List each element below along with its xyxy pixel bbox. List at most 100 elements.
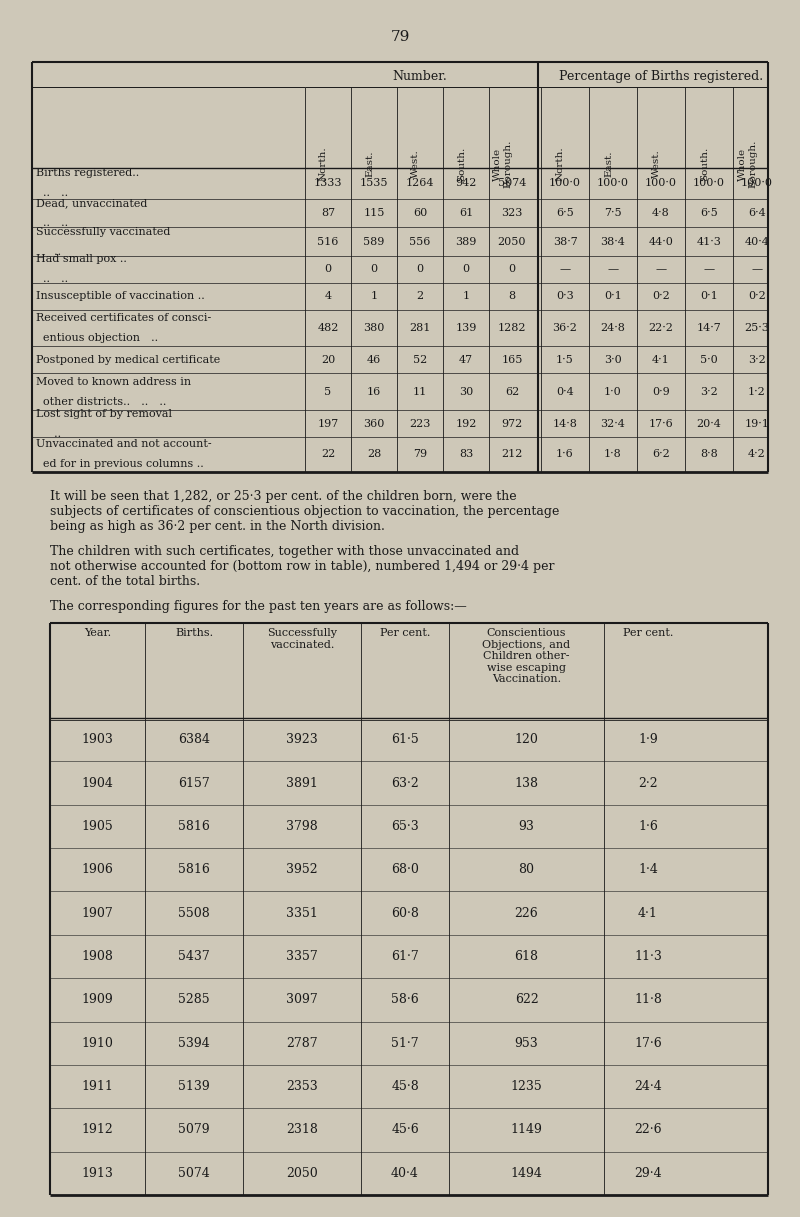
Text: 62: 62 [505,387,519,397]
Text: Unvaccinated and not account-: Unvaccinated and not account- [36,439,212,449]
Text: 3357: 3357 [286,950,318,963]
Text: 1264: 1264 [406,179,434,189]
Text: ..: .. [36,428,61,438]
Text: 226: 226 [514,907,538,920]
Text: not otherwise accounted for (bottom row in table), numbered 1,494 or 29·4 per: not otherwise accounted for (bottom row … [50,560,554,573]
Text: 389: 389 [455,237,477,247]
Text: 11: 11 [413,387,427,397]
Text: West.: West. [411,150,420,179]
Text: 1·6: 1·6 [556,449,574,460]
Text: 93: 93 [518,820,534,832]
Text: 1: 1 [462,291,470,302]
Text: 52: 52 [413,355,427,365]
Text: 22·6: 22·6 [634,1123,662,1137]
Text: 618: 618 [514,950,538,963]
Text: Whole
Borough.: Whole Borough. [738,140,757,189]
Text: 38·7: 38·7 [553,237,578,247]
Text: 5079: 5079 [178,1123,210,1137]
Text: 482: 482 [318,324,338,333]
Text: 68·0: 68·0 [391,863,419,876]
Text: 58·6: 58·6 [391,993,419,1006]
Text: 0·2: 0·2 [748,291,766,302]
Text: 22: 22 [321,449,335,460]
Text: 1282: 1282 [498,324,526,333]
Text: 1903: 1903 [82,733,114,746]
Text: 0: 0 [462,264,470,275]
Text: 120: 120 [514,733,538,746]
Text: 1333: 1333 [314,179,342,189]
Text: —: — [559,264,570,275]
Text: ..: .. [36,247,61,257]
Text: 197: 197 [318,419,338,428]
Text: —: — [607,264,618,275]
Text: Successfully
vaccinated.: Successfully vaccinated. [267,628,337,650]
Text: 972: 972 [502,419,522,428]
Text: West.: West. [652,150,661,179]
Text: 16: 16 [367,387,381,397]
Text: Births.: Births. [175,628,213,638]
Text: .. ..: .. .. [36,218,68,229]
Text: 589: 589 [363,237,385,247]
Text: 4: 4 [325,291,331,302]
Text: 622: 622 [514,993,538,1006]
Text: 1904: 1904 [82,776,114,790]
Text: 0·9: 0·9 [652,387,670,397]
Text: 60: 60 [413,208,427,218]
Text: 79: 79 [413,449,427,460]
Text: 47: 47 [459,355,473,365]
Text: 45·6: 45·6 [391,1123,419,1137]
Text: 32·4: 32·4 [601,419,626,428]
Text: 4·1: 4·1 [638,907,658,920]
Text: 100·0: 100·0 [645,179,677,189]
Text: Dead, unvaccinated: Dead, unvaccinated [36,198,147,208]
Text: cent. of the total births.: cent. of the total births. [50,574,200,588]
Text: 20: 20 [321,355,335,365]
Text: 3351: 3351 [286,907,318,920]
Text: 3·0: 3·0 [604,355,622,365]
Text: 6·2: 6·2 [652,449,670,460]
Text: South.: South. [457,147,466,181]
Text: 1908: 1908 [82,950,114,963]
Text: 40·4: 40·4 [745,237,770,247]
Text: 2·2: 2·2 [638,776,658,790]
Text: 1494: 1494 [510,1167,542,1179]
Text: 24·8: 24·8 [601,324,626,333]
Text: 1·6: 1·6 [638,820,658,832]
Text: 138: 138 [514,776,538,790]
Text: 1235: 1235 [510,1081,542,1093]
Text: 556: 556 [410,237,430,247]
Text: 24·4: 24·4 [634,1081,662,1093]
Text: 3·2: 3·2 [748,355,766,365]
Text: 1·8: 1·8 [604,449,622,460]
Text: 5285: 5285 [178,993,210,1006]
Text: 80: 80 [518,863,534,876]
Text: 1149: 1149 [510,1123,542,1137]
Text: Insusceptible of vaccination ..: Insusceptible of vaccination .. [36,291,205,302]
Text: Percentage of Births registered.: Percentage of Births registered. [559,71,763,83]
Text: 953: 953 [514,1037,538,1050]
Text: .. ..: .. .. [36,189,68,198]
Text: 139: 139 [455,324,477,333]
Text: 83: 83 [459,449,473,460]
Text: 212: 212 [502,449,522,460]
Text: 63·2: 63·2 [391,776,419,790]
Text: 6384: 6384 [178,733,210,746]
Text: 223: 223 [410,419,430,428]
Text: 44·0: 44·0 [649,237,674,247]
Text: 6157: 6157 [178,776,210,790]
Text: 3952: 3952 [286,863,318,876]
Text: 1906: 1906 [82,863,114,876]
Text: 7·5: 7·5 [604,208,622,218]
Text: 61·5: 61·5 [391,733,419,746]
Text: 4·1: 4·1 [652,355,670,365]
Text: 1909: 1909 [82,993,114,1006]
Text: 0·2: 0·2 [652,291,670,302]
Text: 1910: 1910 [82,1037,114,1050]
Text: 0·3: 0·3 [556,291,574,302]
Text: 79: 79 [390,30,410,44]
Text: 22·2: 22·2 [649,324,674,333]
Text: 17·6: 17·6 [649,419,674,428]
Text: 87: 87 [321,208,335,218]
Text: 30: 30 [459,387,473,397]
Text: North.: North. [319,147,328,181]
